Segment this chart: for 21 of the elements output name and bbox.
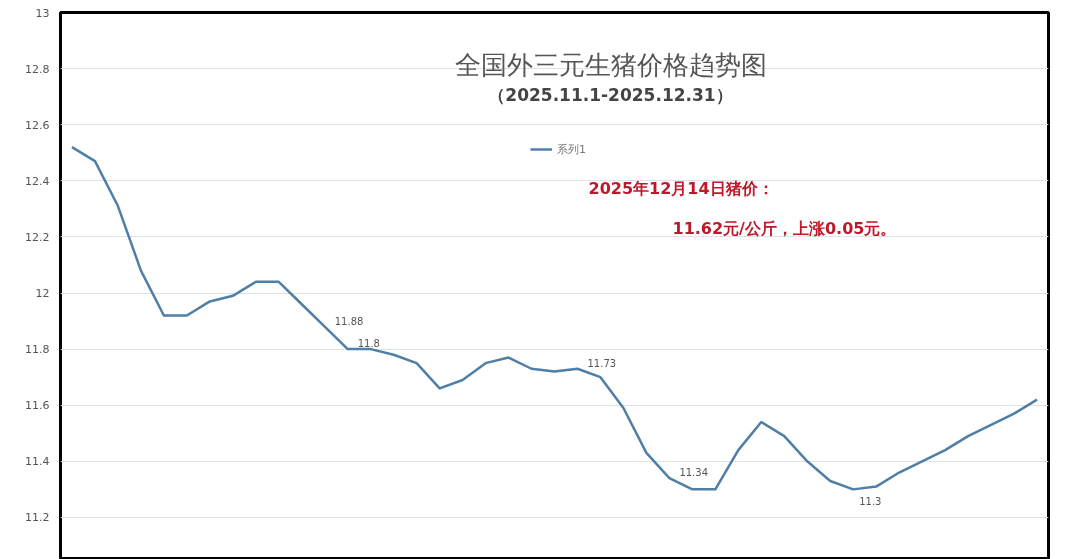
data-label: 11.88	[334, 315, 364, 327]
y-tick-label: 12.8	[25, 62, 50, 76]
legend-label: 系列1	[557, 141, 586, 157]
y-tick-label: 12	[35, 287, 50, 301]
y-tick-label: 12.2	[25, 230, 50, 244]
y-tick-label: 11.4	[25, 455, 50, 469]
data-label: 11.34	[679, 467, 709, 479]
y-tick-label: 13	[35, 6, 50, 20]
text: 全国外三元生猪价格趋势图	[454, 49, 767, 80]
text: （2025.11.1-2025.12.31）	[488, 84, 733, 105]
y-tick-label: 11.2	[25, 511, 50, 525]
y-tick-label: 12.4	[25, 174, 50, 188]
y-tick-label: 11.6	[25, 399, 50, 413]
data-label: 11.3	[859, 496, 882, 508]
data-label: 11.73	[587, 357, 617, 369]
annotation: 2025年12月14日猪价：	[588, 178, 774, 198]
data-label: 11.8	[357, 338, 380, 350]
y-tick-label: 11.8	[25, 343, 50, 357]
line-series	[70, 145, 1039, 491]
annotation: 11.62元/公斤，上涨0.05元。	[672, 218, 897, 238]
y-tick-label: 12.6	[25, 118, 50, 132]
